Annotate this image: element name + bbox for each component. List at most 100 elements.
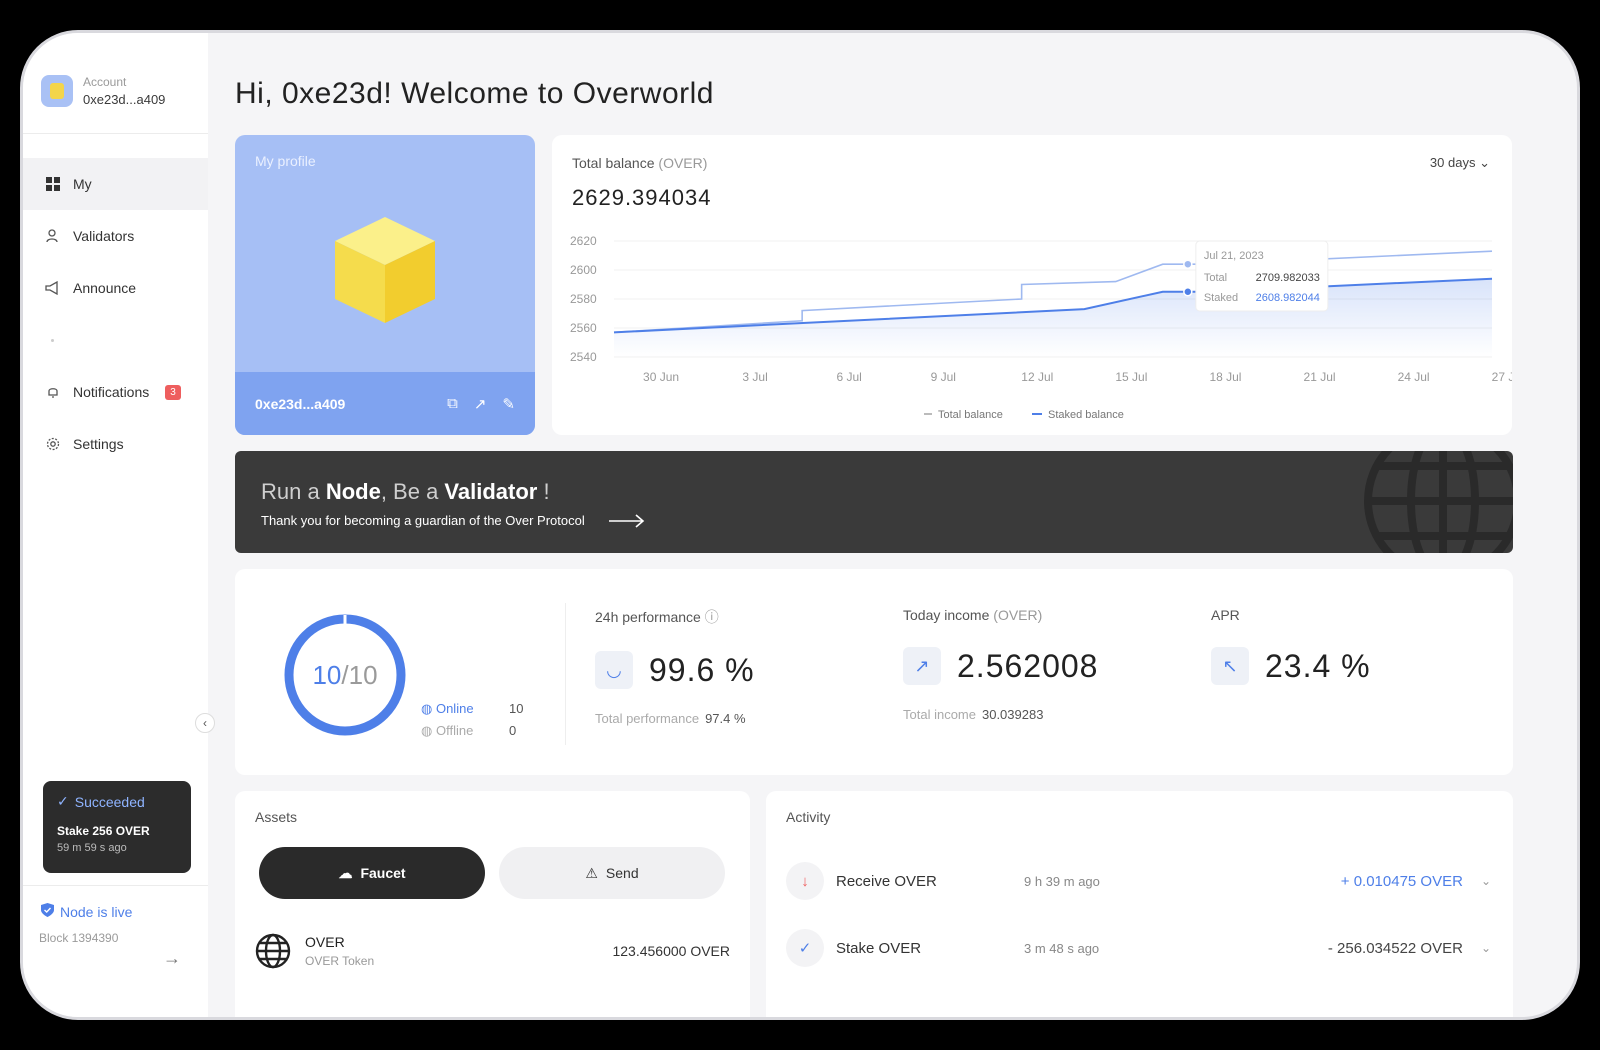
account-switcher[interactable]: Account 0xe23d...a409: [41, 75, 165, 107]
asset-subtitle: OVER Token: [305, 954, 375, 968]
profile-cube-avatar: [335, 217, 435, 323]
chevron-down-icon[interactable]: ⌄: [1480, 941, 1491, 955]
faucet-button[interactable]: ☁ Faucet: [259, 847, 485, 899]
smile-icon: ◡: [595, 651, 633, 689]
nav-separator-dot: [23, 314, 208, 366]
chevron-down-icon: ⌄: [1479, 155, 1490, 170]
performance-metric: 24h performance ⓘ ◡ 99.6 % Total perform…: [595, 609, 755, 726]
asset-row[interactable]: OVER OVER Token 123.456000 OVER: [255, 933, 730, 969]
sidebar-item-notifications[interactable]: Notifications 3: [23, 366, 208, 418]
sidebar-item-label: Settings: [73, 436, 124, 452]
check-icon: ✓: [786, 929, 824, 967]
divider: [565, 603, 566, 745]
help-icon[interactable]: ⓘ: [704, 609, 719, 625]
chevron-left-icon: ‹: [203, 716, 207, 730]
node-status: Node is live: [41, 903, 132, 920]
sidebar-item-my[interactable]: My: [23, 158, 208, 210]
banner-subtitle: Thank you for becoming a guardian of the…: [261, 513, 645, 528]
y-tick-label: 2540: [570, 350, 597, 364]
send-button[interactable]: ⚠ Send: [499, 847, 725, 899]
page-title: Hi, 0xe23d! Welcome to Overworld: [235, 77, 714, 110]
x-tick-label: 21 Jul: [1304, 370, 1336, 384]
profile-card: My profile 0xe23d...a409 ⧉ ↗ ✎: [235, 135, 535, 435]
account-label: Account: [83, 75, 127, 89]
toast-time: 59 m 59 s ago: [57, 842, 127, 854]
balance-card: Total balance (OVER) 2629.394034 30 days…: [552, 135, 1512, 435]
x-tick-label: 3 Jul: [742, 370, 767, 384]
sidebar-item-label: My: [73, 176, 92, 192]
activity-row[interactable]: ↓ Receive OVER 9 h 39 m ago + 0.010475 O…: [786, 861, 1491, 901]
assets-title: Assets: [255, 809, 298, 825]
x-tick-label: 15 Jul: [1115, 370, 1147, 384]
tooltip-staked-label: Staked: [1204, 292, 1238, 304]
send-icon: ⚠: [585, 864, 598, 881]
offline-value: 0: [509, 723, 517, 738]
validator-banner[interactable]: Run a Node, Be a Validator ! Thank you f…: [235, 451, 1513, 553]
sidebar-item-label: Announce: [73, 280, 137, 296]
income-value: 2.562008: [957, 647, 1099, 684]
sidebar-item-label: Validators: [73, 228, 135, 244]
external-link-icon[interactable]: ↗: [473, 395, 487, 413]
globe-icon: [1364, 451, 1513, 553]
performance-card: 10/10 ◍ Online 10 ◍ Offline 0 24h perfor…: [235, 569, 1513, 775]
logout-arrow-icon[interactable]: →: [163, 948, 181, 968]
sidebar-item-label: Notifications: [73, 384, 150, 400]
range-select-value: 30 days: [1429, 155, 1476, 170]
chart-tooltip: [1195, 240, 1329, 312]
income-metric: Today income (OVER) ↗ 2.562008 Total inc…: [903, 607, 1099, 722]
collapse-sidebar-button[interactable]: ‹: [195, 713, 215, 733]
toast-notification[interactable]: ✓ Succeeded Stake 256 OVER 59 m 59 s ago: [43, 781, 191, 873]
arrow-up-left-icon: ↖: [1211, 647, 1249, 685]
x-tick-label: 18 Jul: [1209, 370, 1241, 384]
arrow-right-icon[interactable]: [608, 513, 645, 528]
validator-ring: [284, 614, 406, 736]
divider: [23, 133, 208, 134]
total-balance-line: [613, 250, 1493, 334]
y-tick-label: 2560: [570, 321, 597, 335]
legend-total-label: Total balance: [938, 409, 1003, 421]
sidebar-item-validators[interactable]: Validators: [23, 210, 208, 262]
copy-icon[interactable]: ⧉: [447, 394, 458, 412]
online-value: 10: [509, 701, 524, 716]
x-tick-label: 6 Jul: [836, 370, 861, 384]
toast-title: Succeeded: [74, 793, 145, 810]
sidebar-item-announce[interactable]: Announce: [23, 262, 208, 314]
activity-row[interactable]: ✓ Stake OVER 3 m 48 s ago - 256.034522 O…: [786, 928, 1491, 968]
tooltip-total-value: 2709.982033: [1256, 272, 1320, 284]
staked-area: [614, 278, 1492, 357]
apr-metric: APR ↖ 23.4 %: [1211, 607, 1371, 685]
sidebar-item-settings[interactable]: Settings: [23, 418, 208, 470]
account-avatar: [41, 75, 73, 107]
notification-count-badge: 3: [165, 384, 181, 400]
online-label: ◍ Online: [421, 701, 474, 716]
apr-value: 23.4 %: [1265, 647, 1371, 684]
app-window: Account 0xe23d...a409 My Validators: [20, 30, 1580, 1020]
balance-value: 2629.394034: [572, 185, 712, 210]
edit-icon[interactable]: ✎: [502, 395, 515, 413]
balance-label: Total balance (OVER): [572, 155, 708, 171]
trend-up-icon: ↗: [903, 647, 941, 685]
tooltip-date: Jul 21, 2023: [1204, 250, 1264, 262]
tooltip-total-label: Total: [1204, 272, 1227, 284]
activity-title: Activity: [786, 809, 831, 825]
banner-title: Run a Node, Be a Validator !: [261, 479, 550, 504]
chevron-down-icon[interactable]: ⌄: [1480, 874, 1491, 888]
profile-footer: 0xe23d...a409 ⧉ ↗ ✎: [235, 372, 535, 435]
range-select[interactable]: 30 days ⌄: [1430, 155, 1490, 171]
offline-label: ◍ Offline: [421, 723, 474, 738]
x-tick-label: 30 Jun: [643, 370, 679, 384]
sidebar-nav: My Validators Announce Notifications: [23, 158, 208, 470]
cloud-download-icon: ☁: [338, 864, 353, 881]
check-icon: ✓: [57, 793, 69, 809]
balance-chart[interactable]: 2620 2600 2580 2560 2540 30 Jun 3 Jul 6 Jul 9 Ju…: [552, 135, 1512, 435]
arrow-down-icon: ↓: [786, 862, 824, 900]
node-status-label: Node is live: [60, 903, 133, 920]
grid-icon: [45, 176, 61, 192]
activity-card: Activity ↓ Receive OVER 9 h 39 m ago + 0…: [766, 791, 1513, 1017]
x-tick-label: 9 Jul: [931, 370, 956, 384]
asset-name: OVER: [305, 934, 345, 950]
globe-icon: [255, 933, 291, 969]
performance-value: 99.6 %: [649, 651, 755, 688]
bell-icon: [45, 384, 61, 400]
profile-label: My profile: [255, 153, 316, 169]
